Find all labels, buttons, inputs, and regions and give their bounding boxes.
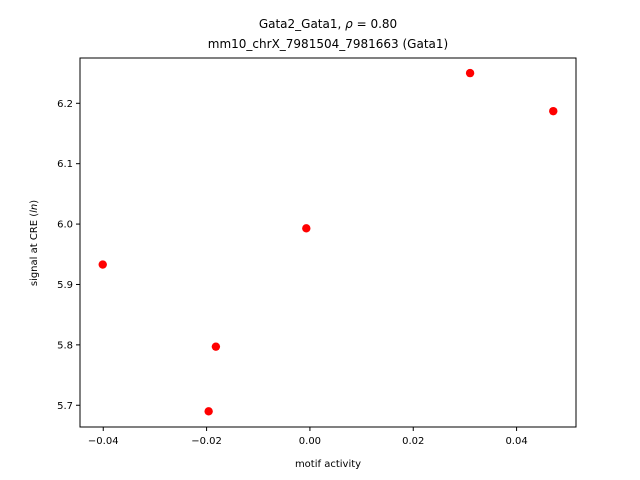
x-tick-label: 0.04 [505, 436, 527, 447]
y-tick-label: 6.2 [57, 99, 73, 110]
x-tick-label: −0.04 [88, 436, 119, 447]
data-point [204, 407, 213, 416]
y-tick-label: 6.0 [57, 220, 73, 231]
data-point [211, 342, 221, 351]
y-axis-ticks: 5.7 5.8 5.9 6.0 6.1 6.2 [57, 99, 80, 412]
x-tick-label: −0.02 [191, 436, 222, 447]
x-axis-label: motif activity [295, 459, 361, 470]
data-points [98, 68, 558, 416]
y-axis-label: signal at CRE (ln) [29, 200, 40, 286]
data-point [465, 68, 475, 78]
plot-area [79, 57, 577, 428]
x-tick-label: 0.00 [299, 436, 321, 447]
axes-frame [79, 57, 577, 428]
y-tick-label: 5.8 [57, 340, 73, 351]
data-point [302, 224, 311, 233]
data-point [98, 260, 107, 269]
y-tick-label: 5.9 [57, 280, 73, 291]
x-tick-label: 0.02 [402, 436, 424, 447]
chart-title-line1: Gata2_Gata1, ρ = 0.80 [259, 17, 397, 31]
y-tick-label: 6.1 [57, 159, 73, 170]
y-tick-label: 5.7 [57, 401, 73, 412]
data-point [549, 106, 558, 116]
x-axis-ticks: −0.04 −0.02 0.00 0.02 0.04 [88, 427, 528, 447]
chart-title-line2: mm10_chrX_7981504_7981663 (Gata1) [208, 37, 448, 51]
